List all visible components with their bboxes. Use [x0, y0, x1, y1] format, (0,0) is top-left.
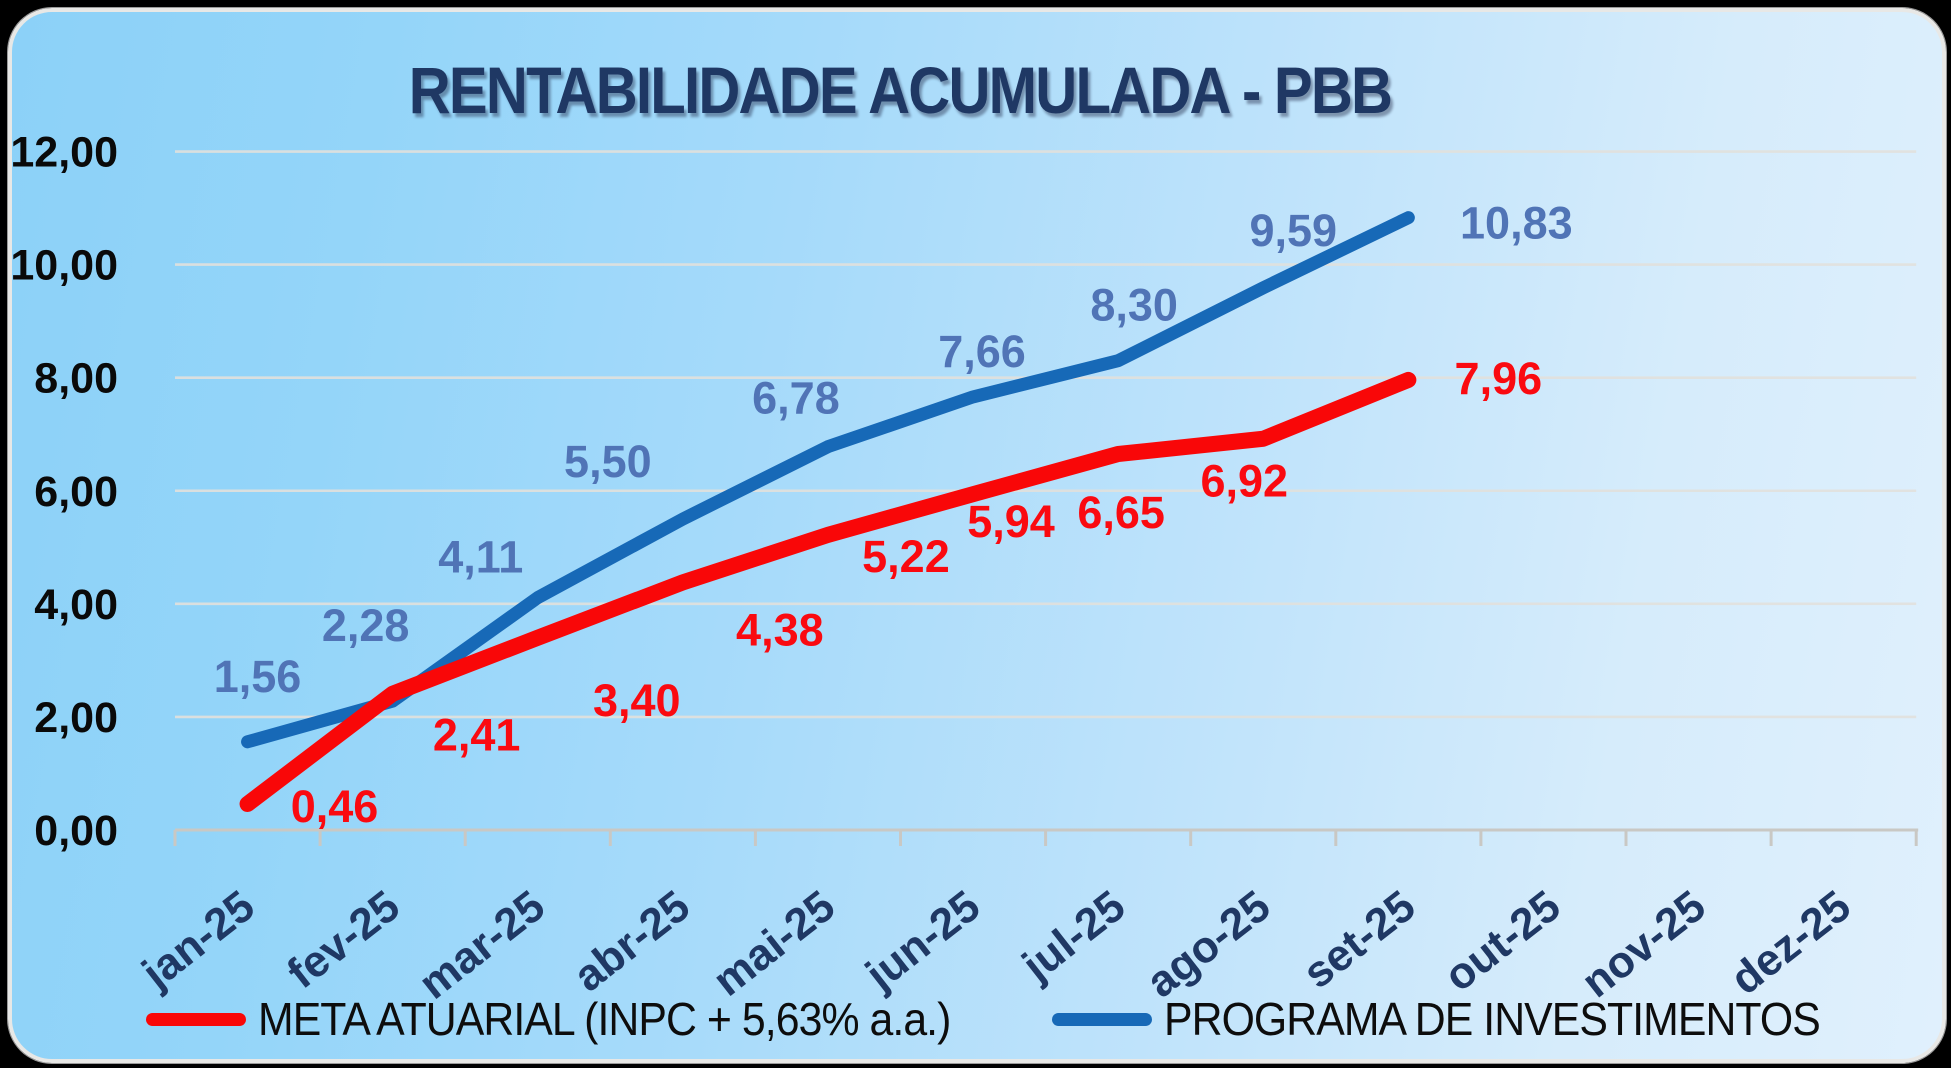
- series-line-meta-atuarial: [239, 371, 1417, 812]
- legend-label-programa-investimentos: PROGRAMA DE INVESTIMENTOS: [1164, 993, 1821, 1045]
- data-label: 5,22: [862, 531, 950, 582]
- chart-card: [8, 8, 1946, 1063]
- y-axis-label: 0,00: [34, 807, 118, 855]
- legend-swatch-programa-investimentos: [1052, 1012, 1153, 1026]
- legend-item-meta-atuarial: META ATUARIAL (INPC + 5,63% a.a.): [145, 992, 1003, 1046]
- x-axis-label: fev-25: [278, 881, 408, 998]
- data-label: 10,83: [1460, 198, 1573, 249]
- y-axis-label: 10,00: [10, 242, 118, 290]
- y-axis-label: 12,00: [10, 129, 118, 177]
- y-axis-label: 4,00: [34, 581, 118, 629]
- data-label: 7,96: [1455, 353, 1543, 404]
- data-label: 7,66: [938, 326, 1026, 377]
- data-label: 6,65: [1077, 487, 1165, 538]
- data-label: 6,78: [752, 373, 840, 424]
- data-label: 8,30: [1090, 280, 1178, 331]
- x-axis-label: mai-25: [704, 881, 844, 1005]
- data-label: 4,38: [736, 604, 824, 655]
- x-axis-label: jun-25: [856, 881, 989, 1000]
- x-axis-label: dez-25: [1722, 881, 1860, 1004]
- x-axis-label: nov-25: [1573, 881, 1715, 1007]
- legend-item-programa-investimentos: PROGRAMA DE INVESTIMENTOS: [1052, 992, 1869, 1046]
- x-axis-label: abr-25: [565, 881, 699, 1001]
- data-label: 4,11: [438, 532, 523, 583]
- chart-title: RENTABILIDADE ACUMULADA - PBB: [408, 53, 1393, 127]
- data-label: 2,41: [433, 710, 521, 761]
- legend-swatch-meta-atuarial: [145, 1012, 246, 1026]
- x-axis-label: mar-25: [410, 881, 554, 1008]
- data-label: 2,28: [322, 600, 410, 651]
- data-label: 1,56: [214, 651, 302, 702]
- legend: META ATUARIAL (INPC + 5,63% a.a.) PROGRA…: [0, 992, 1951, 1046]
- y-axis-label: 6,00: [34, 468, 118, 516]
- x-axis-label: out-25: [1435, 881, 1569, 1001]
- x-axis-label: jan-25: [133, 881, 264, 999]
- data-label: 5,94: [967, 496, 1055, 547]
- y-axis-label: 8,00: [34, 355, 118, 403]
- legend-label-meta-atuarial: META ATUARIAL (INPC + 5,63% a.a.): [257, 993, 951, 1045]
- data-label: 6,92: [1200, 456, 1288, 507]
- data-label: 3,40: [593, 675, 681, 726]
- data-label: 5,50: [564, 436, 652, 487]
- x-axis-label: set-25: [1294, 881, 1424, 998]
- x-axis-label: ago-25: [1137, 881, 1279, 1007]
- data-label: 0,46: [291, 781, 379, 832]
- x-axis-label: jul-25: [1013, 881, 1135, 991]
- data-label: 9,59: [1249, 205, 1337, 256]
- y-axis-label: 2,00: [34, 694, 118, 742]
